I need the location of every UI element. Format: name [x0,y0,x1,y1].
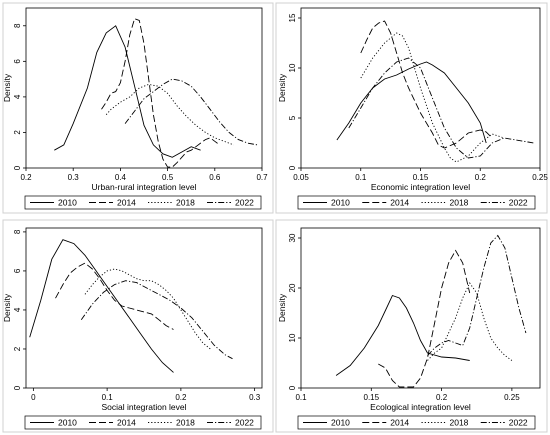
series-line-2010 [29,239,174,373]
x-tick-label: 0.15 [364,393,380,402]
y-tick-label: 0 [288,165,297,170]
x-tick-label: 0.6 [209,173,221,182]
y-axis-title: Density [277,73,287,102]
x-tick-label: 0.2 [175,393,187,402]
legend-label-2022: 2022 [235,198,254,208]
x-tick-label: 0.15 [413,173,429,182]
x-tick-label: 0.25 [504,393,520,402]
series-line-2014 [101,18,220,168]
x-tick-label: 0.3 [68,173,80,182]
legend-label-2022: 2022 [509,198,528,208]
chart-panel-3: 0 0.1 0.2 0.3 0 2 4 6 8 Social integration level D… [2,219,274,433]
legend-label-2018: 2018 [450,418,469,428]
y-tick-label: 6 [13,59,22,64]
series-line-2022 [427,234,527,356]
y-tick-label: 8 [13,229,22,234]
y-tick-label: 0 [13,385,22,390]
legend-label-2010: 2010 [331,418,350,428]
series-line-2010 [54,25,201,158]
legend-label-2014: 2014 [117,198,136,208]
chart-panel-2: 0.05 0.1 0.15 0.2 0.25 0 5 10 15 Economic integra… [275,2,548,214]
x-tick-label: 0.5 [162,173,174,182]
series-line-2018 [427,282,513,361]
legend-label-2018: 2018 [450,198,469,208]
legend [297,195,536,210]
y-tick-label: 4 [13,94,22,99]
y-axis-title: Density [2,293,12,322]
panel-background [275,2,548,214]
legend-label-2010: 2010 [58,198,77,208]
x-axis-title: Ecological integration level [370,402,471,412]
series-line-2010 [336,61,487,144]
x-tick-label: 0.2 [475,173,487,182]
plot-frame [25,7,263,169]
series-line-2018 [360,32,505,163]
x-tick-label: 0.05 [293,173,309,182]
series-line-2010 [335,294,470,376]
y-axis-title: Density [2,73,12,102]
y-tick-label: 10 [288,63,297,72]
x-axis-title: Urban-rural integration level [92,182,197,192]
chart-panel-1: 0.2 0.3 0.4 0.5 0.6 0.7 0 2 4 6 8 Urban-rural integ… [2,2,274,214]
panel-background [2,219,274,433]
y-tick-label: 8 [13,23,22,28]
x-axis-title: Social integration level [101,402,186,412]
y-tick-label: 0 [13,165,22,170]
y-tick-label: 20 [288,283,297,292]
x-tick-label: 0.2 [436,393,448,402]
series-line-2018 [84,268,211,350]
plot-frame [300,227,541,389]
series-line-2022 [124,78,258,146]
legend [24,195,262,210]
x-tick-label: 0.2 [20,173,32,182]
legend [297,415,536,430]
panel-background [275,219,548,433]
y-tick-label: 10 [288,333,297,342]
y-axis-title: Density [277,293,287,322]
legend-label-2010: 2010 [58,418,77,428]
series-line-2018 [105,83,234,146]
y-tick-label: 30 [288,233,297,242]
panel-background [2,2,274,214]
legend [24,415,262,430]
x-tick-label: 0.7 [256,173,268,182]
x-tick-label: 0.4 [115,173,127,182]
y-tick-label: 6 [13,268,22,273]
legend-label-2018: 2018 [176,198,195,208]
x-tick-label: 0.1 [102,393,114,402]
y-tick-label: 0 [288,385,297,390]
legend-label-2014: 2014 [117,418,136,428]
y-tick-label: 5 [288,115,297,120]
legend-label-2022: 2022 [509,418,528,428]
legend-label-2022: 2022 [235,418,254,428]
x-tick-label: 0.3 [249,393,261,402]
series-line-2014 [378,249,471,388]
plot-frame [25,227,263,389]
x-axis-title: Economic integration level [371,182,470,192]
legend-label-2014: 2014 [390,198,409,208]
series-line-2022 [348,57,535,159]
legend-label-2010: 2010 [331,198,350,208]
y-tick-label: 4 [13,307,22,312]
x-tick-label: 0.1 [355,173,367,182]
series-line-2014 [360,20,493,149]
y-tick-label: 15 [288,13,297,22]
x-tick-label: 0 [31,393,36,402]
series-line-2014 [55,262,174,330]
x-tick-label: 0.25 [532,173,548,182]
x-tick-label: 0.1 [295,393,307,402]
y-tick-label: 2 [13,130,22,135]
y-tick-label: 2 [13,346,22,351]
legend-label-2018: 2018 [176,418,195,428]
legend-label-2014: 2014 [390,418,409,428]
chart-panel-4: 0.1 0.15 0.2 0.25 0 10 20 30 Ecological integrat… [275,219,548,433]
